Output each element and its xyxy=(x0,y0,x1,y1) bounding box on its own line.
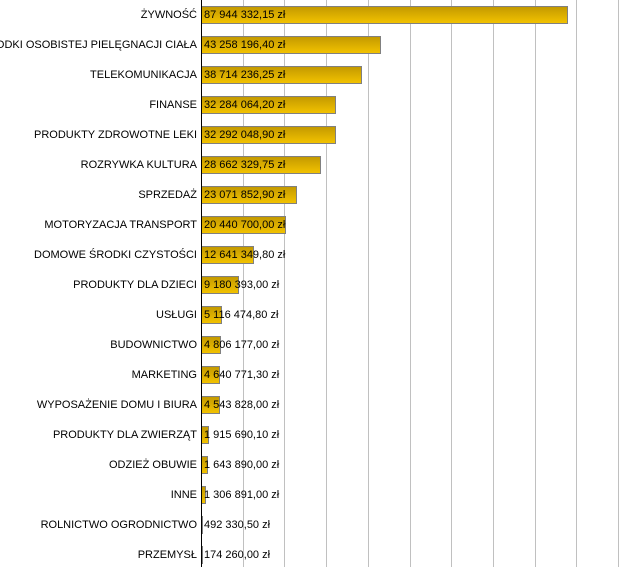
category-label: ŚRODKI OSOBISTEJ PIELĘGNACJI CIAŁA xyxy=(0,39,197,51)
category-label: MARKETING xyxy=(131,369,197,381)
y-axis-line xyxy=(201,0,202,567)
value-label: 4 640 771,30 zł xyxy=(204,369,280,381)
category-label: WYPOSAŻENIE DOMU I BIURA xyxy=(36,399,197,411)
value-label: 174 260,00 zł xyxy=(204,549,271,561)
value-label: 4 543 828,00 zł xyxy=(204,399,280,411)
value-label: 87 944 332,15 zł xyxy=(204,9,286,21)
value-label: 1 915 690,10 zł xyxy=(204,429,280,441)
value-label: 1 306 891,00 zł xyxy=(204,489,280,501)
category-label: SPRZEDAŻ xyxy=(138,189,197,201)
category-label: PRODUKTY DLA DZIECI xyxy=(73,279,197,291)
gridline xyxy=(535,0,536,567)
value-label: 492 330,50 zł xyxy=(204,519,271,531)
category-label: ŻYWNOŚĆ xyxy=(140,9,197,21)
category-label: FINANSE xyxy=(149,99,197,111)
category-label: MOTORYZACJA TRANSPORT xyxy=(44,219,197,231)
category-label: PRZEMYSŁ xyxy=(137,549,197,561)
value-label: 20 440 700,00 zł xyxy=(204,219,286,231)
gridline xyxy=(326,0,327,567)
value-label: 4 806 177,00 zł xyxy=(204,339,280,351)
category-label: ODZIEŻ OBUWIE xyxy=(109,459,197,471)
value-label: 9 180 393,00 zł xyxy=(204,279,280,291)
value-label: 28 662 329,75 zł xyxy=(204,159,286,171)
gridline xyxy=(368,0,369,567)
value-label: 32 284 064,20 zł xyxy=(204,99,286,111)
category-label: TELEKOMUNIKACJA xyxy=(90,69,197,81)
value-label: 1 643 890,00 zł xyxy=(204,459,280,471)
category-label: PRODUKTY ZDROWOTNE LEKI xyxy=(34,129,197,141)
gridline xyxy=(451,0,452,567)
value-label: 38 714 236,25 zł xyxy=(204,69,286,81)
gridline xyxy=(576,0,577,567)
value-label: 43 258 196,40 zł xyxy=(204,39,286,51)
value-label: 5 116 474,80 zł xyxy=(204,309,279,321)
category-label: ROZRYWKA KULTURA xyxy=(80,159,197,171)
category-label: DOMOWE ŚRODKI CZYSTOŚCI xyxy=(34,249,197,261)
gridline xyxy=(410,0,411,567)
value-label: 12 641 349,80 zł xyxy=(204,249,286,261)
category-label: PRODUKTY DLA ZWIERZĄT xyxy=(52,429,197,441)
gridline xyxy=(284,0,285,567)
value-label: 23 071 852,90 zł xyxy=(204,189,286,201)
category-label: USŁUGI xyxy=(156,309,197,321)
category-label: BUDOWNICTWO xyxy=(110,339,197,351)
category-label: ROLNICTWO OGRODNICTWO xyxy=(40,519,197,531)
value-label: 32 292 048,90 zł xyxy=(204,129,286,141)
gridline xyxy=(493,0,494,567)
category-label: INNE xyxy=(170,489,197,501)
gridline xyxy=(243,0,244,567)
